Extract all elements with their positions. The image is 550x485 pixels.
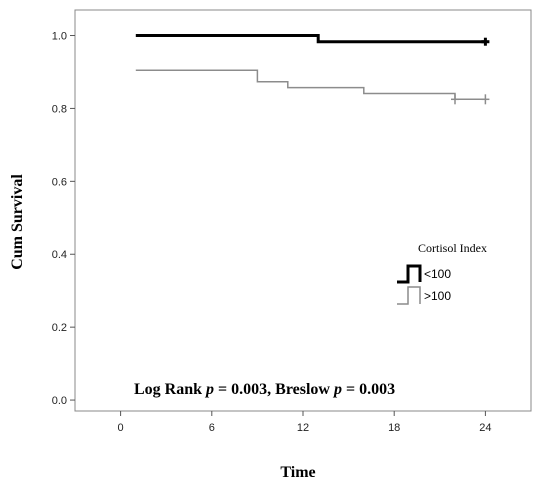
series-line-1 xyxy=(135,69,486,101)
legend-label-lt100: <100 xyxy=(424,267,451,281)
legend-swatch-lt100 xyxy=(397,264,422,284)
censor-mark-1-0 xyxy=(451,94,459,105)
y-tick-label-4: 0.8 xyxy=(52,103,67,115)
y-tick-label-5: 1.0 xyxy=(52,31,67,43)
legend-swatch-gt100 xyxy=(397,286,421,305)
x-tick-label-0: 0 xyxy=(118,422,124,434)
series-layer xyxy=(135,34,490,105)
x-axis-title: Time xyxy=(280,464,315,481)
series-line-0 xyxy=(135,34,486,44)
ticks: 0.0 0.2 0.4 0.6 0.8 1.0 0 6 12 18 24 xyxy=(52,31,492,434)
y-tick-label-0: 0.0 xyxy=(52,395,67,407)
y-axis-title: Cum Survival xyxy=(9,174,26,270)
censor-mark-0-0 xyxy=(481,37,490,46)
significance-annotation: Log Rank p = 0.003, Breslow p = 0.003 xyxy=(134,381,395,398)
y-tick-label-1: 0.2 xyxy=(52,322,67,334)
y-tick-label-3: 0.6 xyxy=(52,176,67,188)
x-tick-label-3: 18 xyxy=(388,422,400,434)
y-tick-label-2: 0.4 xyxy=(52,249,67,261)
censor-mark-1-1 xyxy=(481,94,490,105)
x-tick-label-4: 24 xyxy=(479,422,491,434)
x-tick-label-2: 12 xyxy=(297,422,309,434)
legend-title: Cortisol Index xyxy=(418,241,487,255)
legend: Cortisol Index <100 >100 xyxy=(397,241,487,305)
legend-label-gt100: >100 xyxy=(424,289,451,303)
x-tick-label-1: 6 xyxy=(209,422,215,434)
